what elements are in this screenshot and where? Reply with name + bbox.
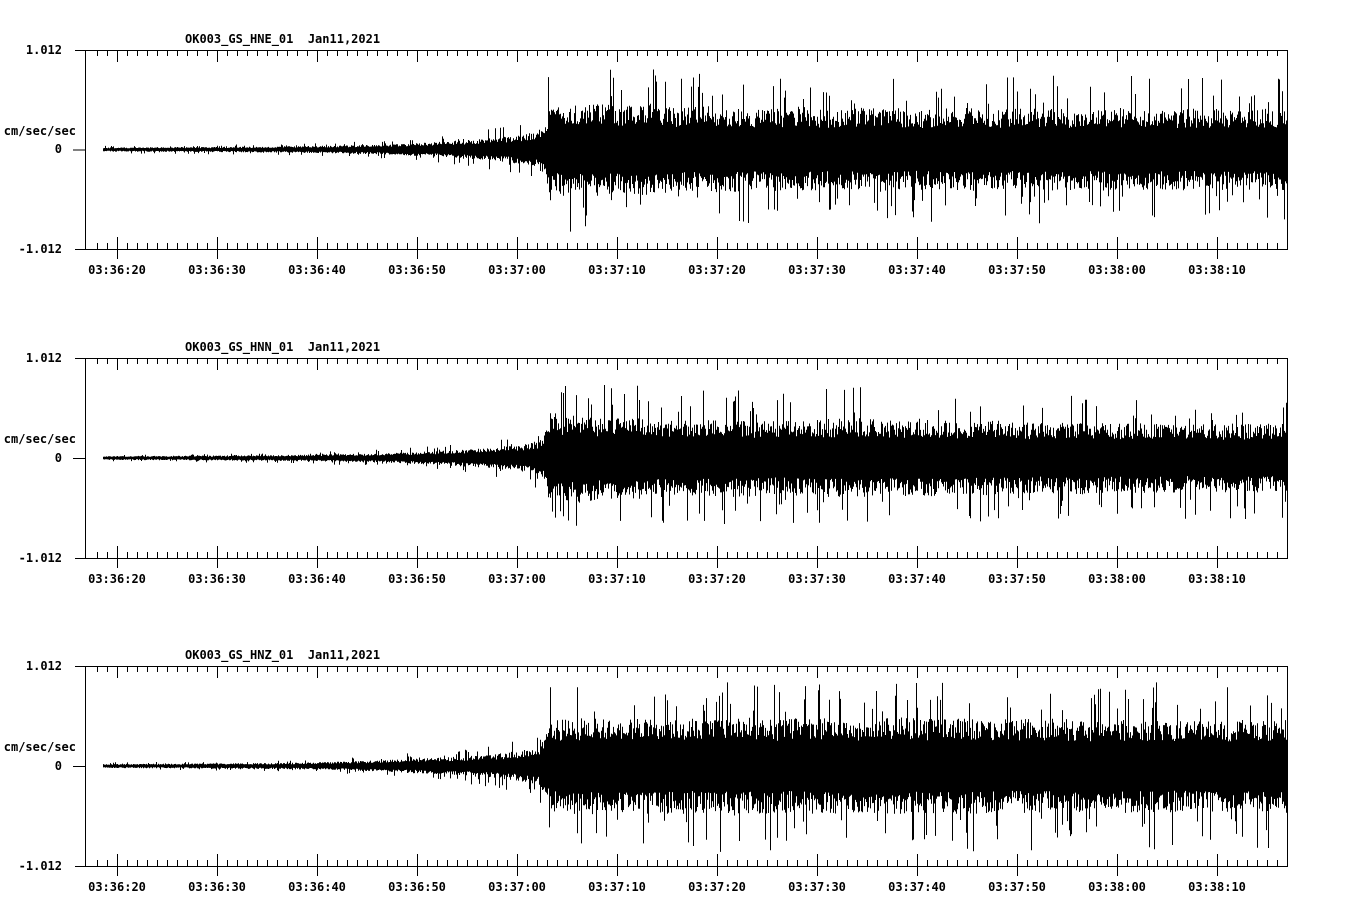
panel-3-ytick-bottom: -1.012 — [18, 859, 62, 873]
panel-1-ytick-bottom: -1.012 — [18, 242, 62, 256]
x-tick-label: 03:36:20 — [88, 572, 146, 586]
x-tick-label: 03:38:10 — [1188, 263, 1246, 277]
x-tick-label: 03:37:50 — [988, 263, 1046, 277]
panel-1-ytick-zero: 0 — [54, 142, 62, 156]
x-tick-label: 03:37:30 — [788, 263, 846, 277]
panel-1-ytick-top: 1.012 — [25, 43, 62, 57]
panel-3-ytick-top: 1.012 — [25, 659, 62, 673]
x-tick-label: 03:36:40 — [288, 263, 346, 277]
x-tick-label: 03:37:10 — [588, 572, 646, 586]
x-tick-label: 03:36:40 — [288, 572, 346, 586]
x-tick-label: 03:37:10 — [588, 263, 646, 277]
x-tick-label: 03:38:10 — [1188, 880, 1246, 894]
panel-3-title: OK003_GS_HNZ_01 Jan11,2021 — [185, 648, 381, 662]
x-tick-label: 03:37:20 — [688, 880, 746, 894]
panel-3-ylabel: cm/sec/sec — [3, 740, 76, 754]
x-tick-label: 03:37:10 — [588, 880, 646, 894]
x-tick-label: 03:36:20 — [88, 880, 146, 894]
x-tick-label: 03:36:20 — [88, 263, 146, 277]
plot-frame-panel-1 — [85, 50, 1288, 250]
panel-1-title: OK003_GS_HNE_01 Jan11,2021 — [185, 32, 381, 46]
x-tick-label: 03:36:50 — [388, 572, 446, 586]
panel-2-ytick-bottom: -1.012 — [18, 551, 62, 565]
plot-frame-panel-3 — [85, 666, 1288, 867]
x-tick-label: 03:37:30 — [788, 880, 846, 894]
x-tick-label: 03:38:10 — [1188, 572, 1246, 586]
panel-1-ylabel: cm/sec/sec — [3, 124, 76, 138]
waveform-trace-panel-2 — [103, 385, 1287, 526]
x-tick-label: 03:38:00 — [1088, 263, 1146, 277]
x-tick-label: 03:37:40 — [888, 263, 946, 277]
x-tick-label: 03:37:50 — [988, 880, 1046, 894]
panel-2-title: OK003_GS_HNN_01 Jan11,2021 — [185, 340, 381, 354]
panel-3-ytick-zero: 0 — [54, 759, 62, 773]
x-tick-label: 03:36:30 — [188, 572, 246, 586]
x-tick-label: 03:36:30 — [188, 263, 246, 277]
x-tick-label: 03:37:40 — [888, 572, 946, 586]
waveform-trace-panel-1 — [103, 69, 1287, 232]
x-tick-label: 03:37:00 — [488, 263, 546, 277]
x-tick-label: 03:37:50 — [988, 572, 1046, 586]
x-tick-label: 03:37:00 — [488, 880, 546, 894]
x-tick-label: 03:36:30 — [188, 880, 246, 894]
panel-2-ytick-zero: 0 — [54, 451, 62, 465]
x-tick-label: 03:37:40 — [888, 880, 946, 894]
x-tick-label: 03:36:50 — [388, 263, 446, 277]
x-tick-label: 03:37:20 — [688, 572, 746, 586]
panel-2-ytick-top: 1.012 — [25, 351, 62, 365]
x-tick-label: 03:37:00 — [488, 572, 546, 586]
waveform-trace-panel-3 — [103, 682, 1287, 852]
x-tick-label: 03:36:40 — [288, 880, 346, 894]
x-tick-label: 03:37:20 — [688, 263, 746, 277]
plot-frame-panel-2 — [85, 358, 1288, 559]
x-tick-label: 03:38:00 — [1088, 572, 1146, 586]
x-tick-label: 03:38:00 — [1088, 880, 1146, 894]
x-tick-label: 03:37:30 — [788, 572, 846, 586]
panel-2-ylabel: cm/sec/sec — [3, 432, 76, 446]
x-tick-label: 03:36:50 — [388, 880, 446, 894]
